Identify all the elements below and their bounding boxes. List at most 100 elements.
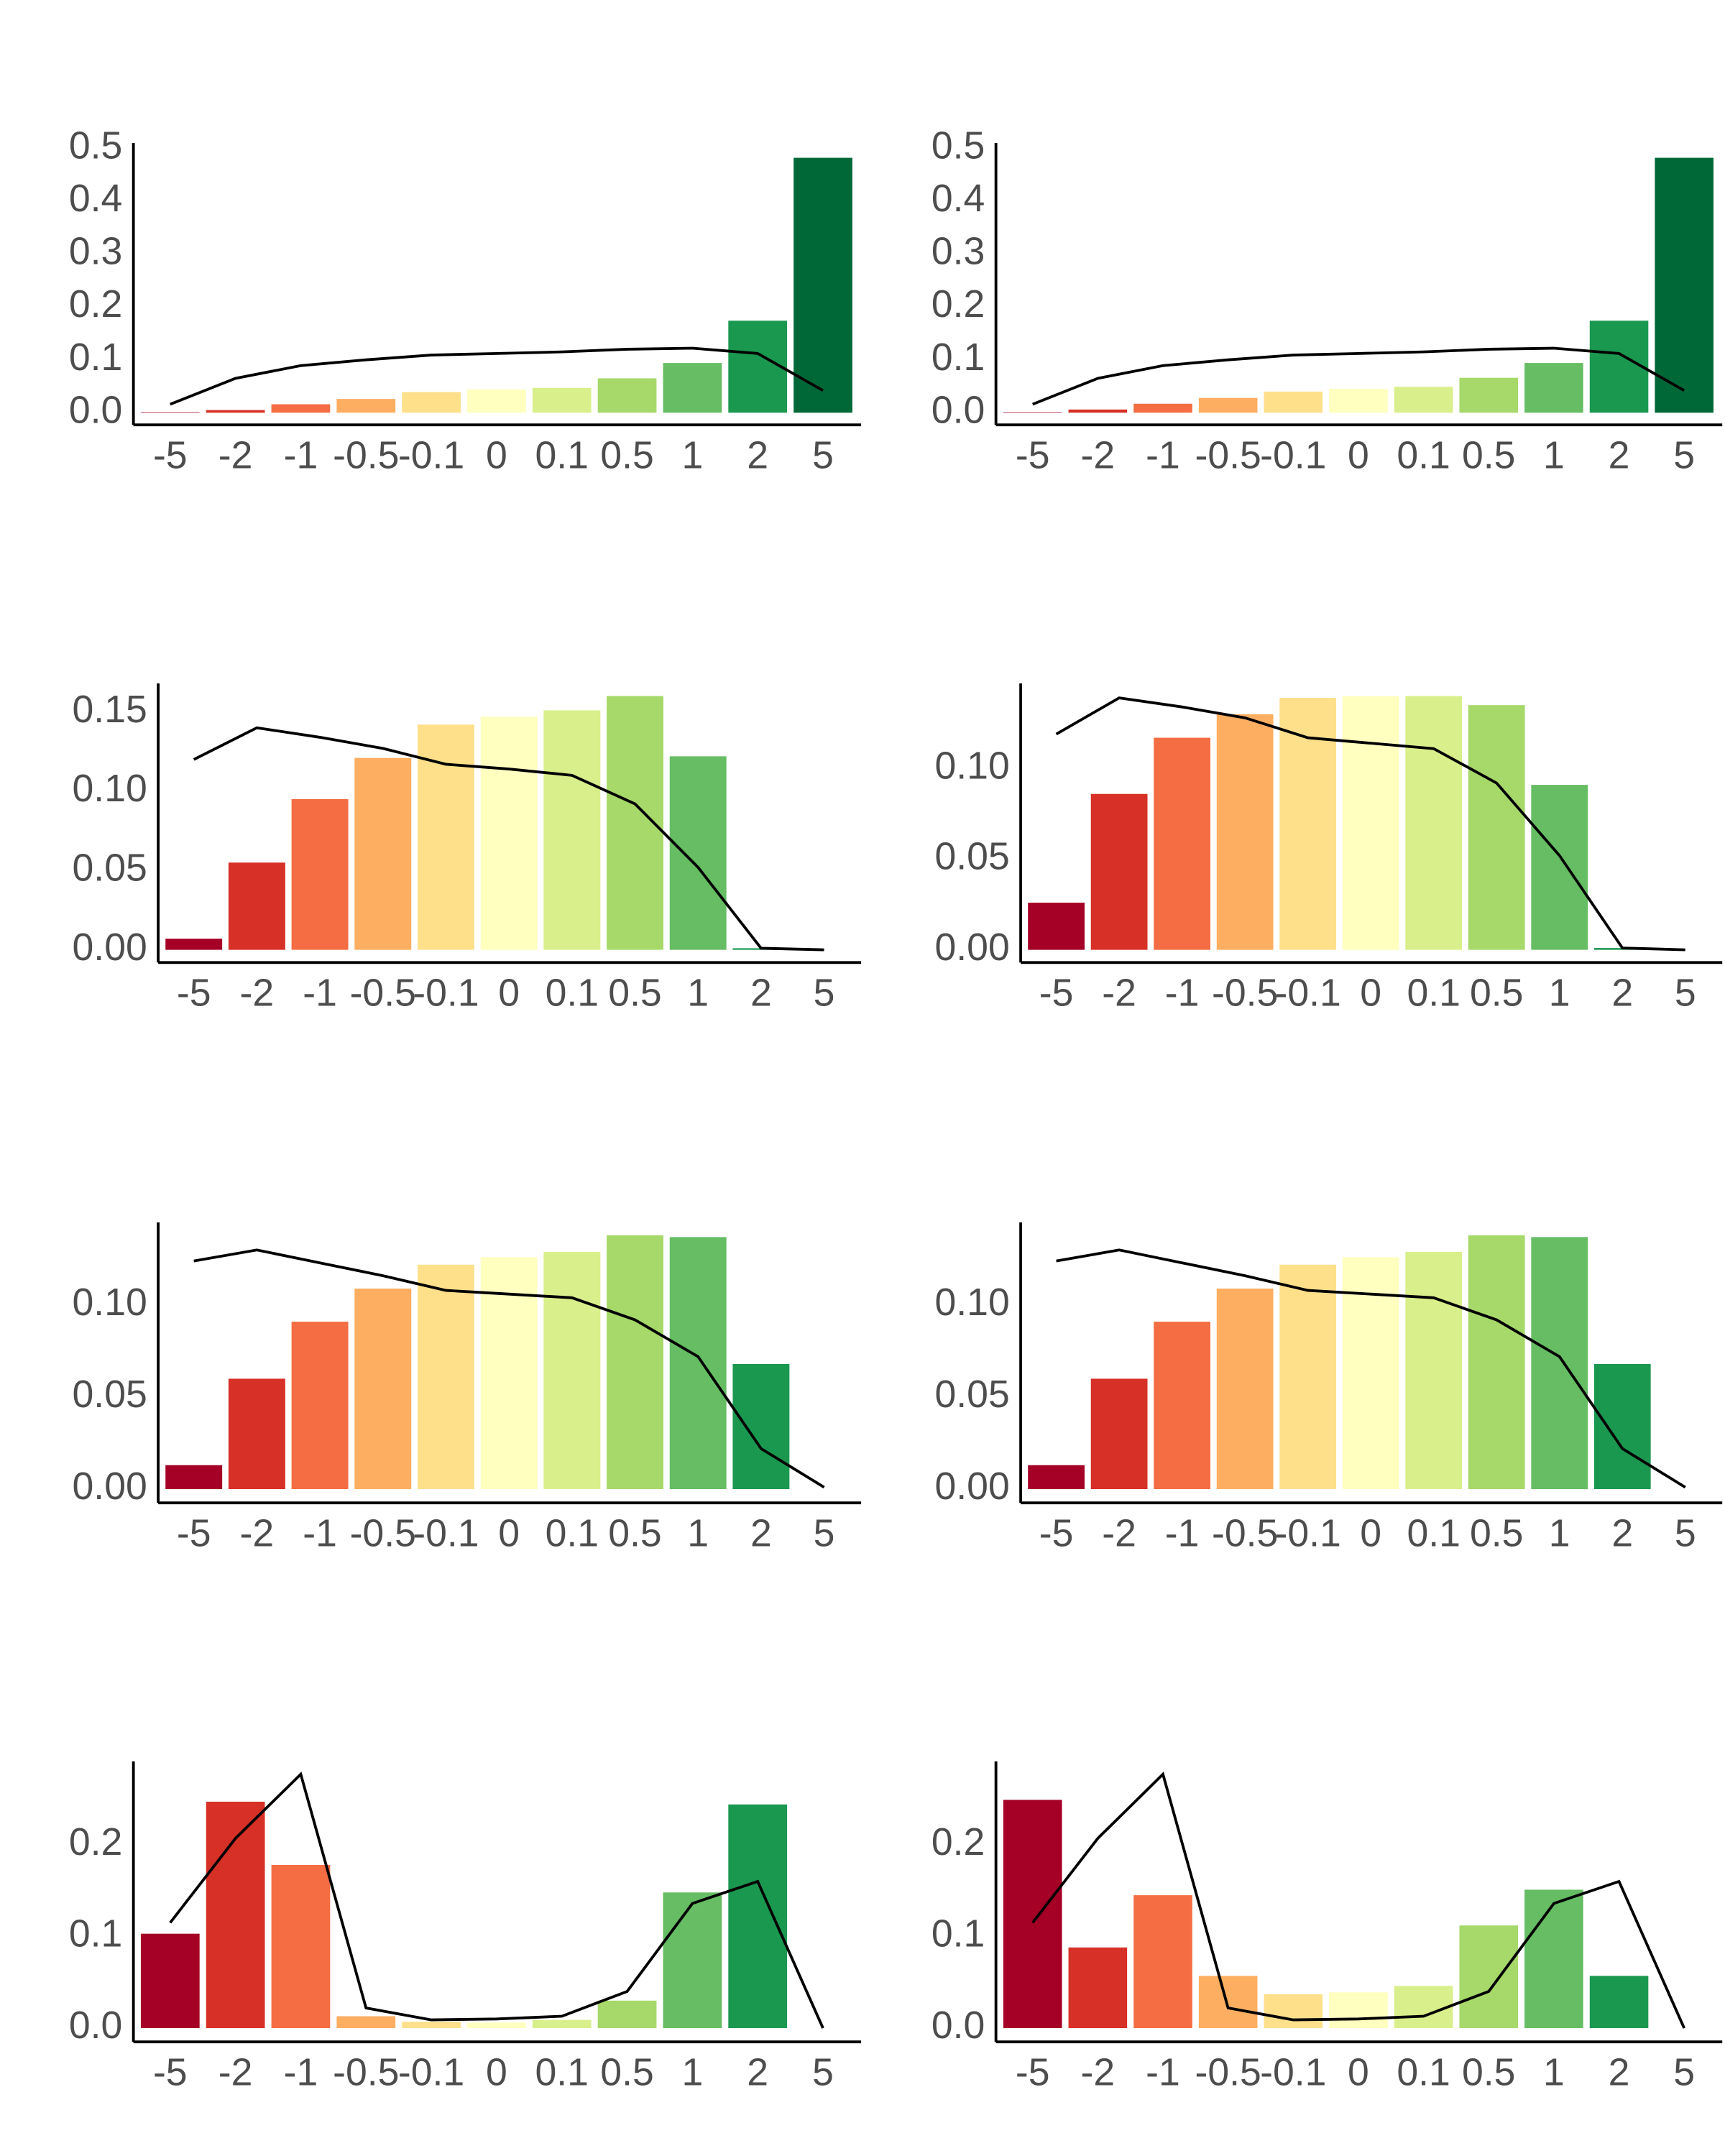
bar	[206, 410, 265, 413]
line	[1055, 696, 1685, 952]
y-tick-label: 0.4	[932, 178, 985, 220]
bar	[1405, 1251, 1463, 1490]
x-tick-label: 1	[687, 972, 709, 1014]
y-tick-label: 0.10	[935, 745, 1010, 788]
bar	[1154, 1322, 1211, 1490]
bar	[165, 1465, 223, 1490]
x-tick-label: -0.5	[1195, 434, 1261, 476]
bar	[1524, 1889, 1583, 2029]
bar	[669, 756, 727, 950]
x-tick-label: 1	[1543, 434, 1565, 476]
bar	[728, 321, 788, 413]
bar	[663, 1892, 722, 2029]
chart-panel: 0.0 0.1 0.2 -5 -2 -1 -0.5-0.1 0 0.1 0.5 1 2 5	[69, 1761, 862, 2093]
y-tick-label: 0.00	[935, 1465, 1010, 1508]
x-tick-label: 0.1	[1397, 434, 1450, 476]
bar	[1394, 1986, 1453, 2029]
y-tick-label: 0.1	[932, 336, 985, 379]
x-tick-label: -1	[1146, 2051, 1180, 2093]
y-tick-label: 0.05	[935, 1373, 1010, 1416]
y-tick-label: 0.2	[69, 283, 122, 326]
bar	[1329, 389, 1388, 413]
y-tick-label: 0.3	[69, 231, 122, 273]
x-tick-label: -1	[284, 434, 318, 476]
x-tick-label: -2	[218, 2051, 253, 2093]
bar	[1589, 321, 1649, 413]
bar	[1329, 1992, 1388, 2029]
bar	[1405, 696, 1463, 950]
x-tick-label: -0.5	[1195, 2051, 1261, 2093]
x-tick-label: -2	[1102, 972, 1136, 1014]
bar	[402, 392, 461, 413]
bar	[467, 389, 526, 413]
line	[1031, 1772, 1685, 2029]
bar	[271, 1865, 331, 2029]
y-tick-label: 0.0	[932, 389, 985, 431]
x-tick-label: 5	[812, 2051, 834, 2093]
x-tick-label: 5	[814, 1512, 835, 1554]
y-tick-label: 0.5	[69, 124, 122, 167]
x-tick-label: -1	[1146, 434, 1180, 476]
x-tick-label: 1	[687, 1512, 709, 1554]
bar	[543, 710, 601, 950]
x-tick-label: 2	[747, 434, 768, 476]
x-tick-label: 0	[486, 434, 507, 476]
x-tick-label: -2	[1081, 2051, 1116, 2093]
x-tick-label: -5	[1039, 972, 1074, 1014]
bar	[1090, 793, 1148, 950]
x-tick-label: -2	[1102, 1512, 1136, 1554]
y-tick-label: 0.2	[69, 1821, 122, 1864]
x-tick-label: 0.1	[1397, 2051, 1450, 2093]
bar	[1531, 785, 1588, 950]
y-tick-label: 0.00	[73, 1465, 147, 1508]
x-tick-label: -5	[1016, 434, 1050, 476]
bar	[271, 404, 331, 413]
y-tick-label: 0.00	[73, 926, 147, 969]
x-tick-label: 0.1	[546, 972, 599, 1014]
bar	[1459, 377, 1519, 413]
x-tick-label: 0	[486, 2051, 507, 2093]
chart-panel: 0.00 0.05 0.10 -5 -2 -1 -0.5-0.1 0 0.1 0.5 1 2 5	[73, 1222, 862, 1554]
x-tick-label: -2	[218, 434, 253, 476]
bar	[291, 1322, 349, 1490]
line	[1032, 346, 1685, 406]
x-tick-label: 5	[812, 434, 834, 476]
x-tick-label: 0.1	[1407, 1512, 1460, 1554]
bar	[336, 399, 396, 413]
y-tick-label: 0.05	[73, 1373, 147, 1416]
x-tick-label: 1	[1549, 1512, 1570, 1554]
x-tick-label: -5	[177, 1512, 211, 1554]
x-tick-label: -1	[1165, 972, 1200, 1014]
bar	[1028, 903, 1085, 950]
x-tick-label: 2	[1611, 972, 1633, 1014]
bar	[1154, 737, 1211, 950]
x-tick-label: 0.5	[608, 972, 661, 1014]
x-tick-label: -5	[153, 434, 188, 476]
bar	[354, 1289, 412, 1490]
bar	[663, 363, 722, 413]
line	[170, 346, 824, 406]
bar	[1216, 714, 1274, 950]
line	[1056, 1248, 1686, 1489]
x-tick-label: 0.5	[600, 434, 653, 476]
bar	[354, 757, 412, 950]
x-tick-label: 0.1	[1407, 972, 1460, 1014]
y-tick-label: 0.00	[935, 926, 1010, 969]
x-tick-label: -0.5	[350, 972, 416, 1014]
bar	[1264, 391, 1323, 413]
bar	[532, 387, 592, 413]
x-tick-label: 1	[681, 2051, 703, 2093]
y-tick-label: 0.05	[73, 847, 147, 889]
bar	[1468, 1235, 1525, 1490]
x-tick-label: 5	[1673, 2051, 1695, 2093]
line	[169, 1772, 824, 2029]
bar	[1593, 1363, 1651, 1490]
x-tick-label: -0.1	[1260, 434, 1326, 476]
x-tick-label: -0.1	[1260, 2051, 1326, 2093]
bar	[1133, 403, 1192, 413]
x-tick-label: 1	[1549, 972, 1570, 1014]
x-tick-label: -0.5	[1212, 972, 1278, 1014]
x-tick-label: 2	[1609, 434, 1630, 476]
y-tick-label: 0.3	[932, 231, 985, 273]
bar	[417, 724, 474, 950]
